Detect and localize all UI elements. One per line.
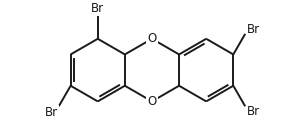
Text: Br: Br [45, 106, 58, 119]
Text: O: O [147, 95, 157, 108]
Text: Br: Br [247, 23, 260, 36]
Text: O: O [147, 32, 157, 45]
Text: Br: Br [91, 2, 104, 15]
Text: Br: Br [247, 105, 260, 118]
